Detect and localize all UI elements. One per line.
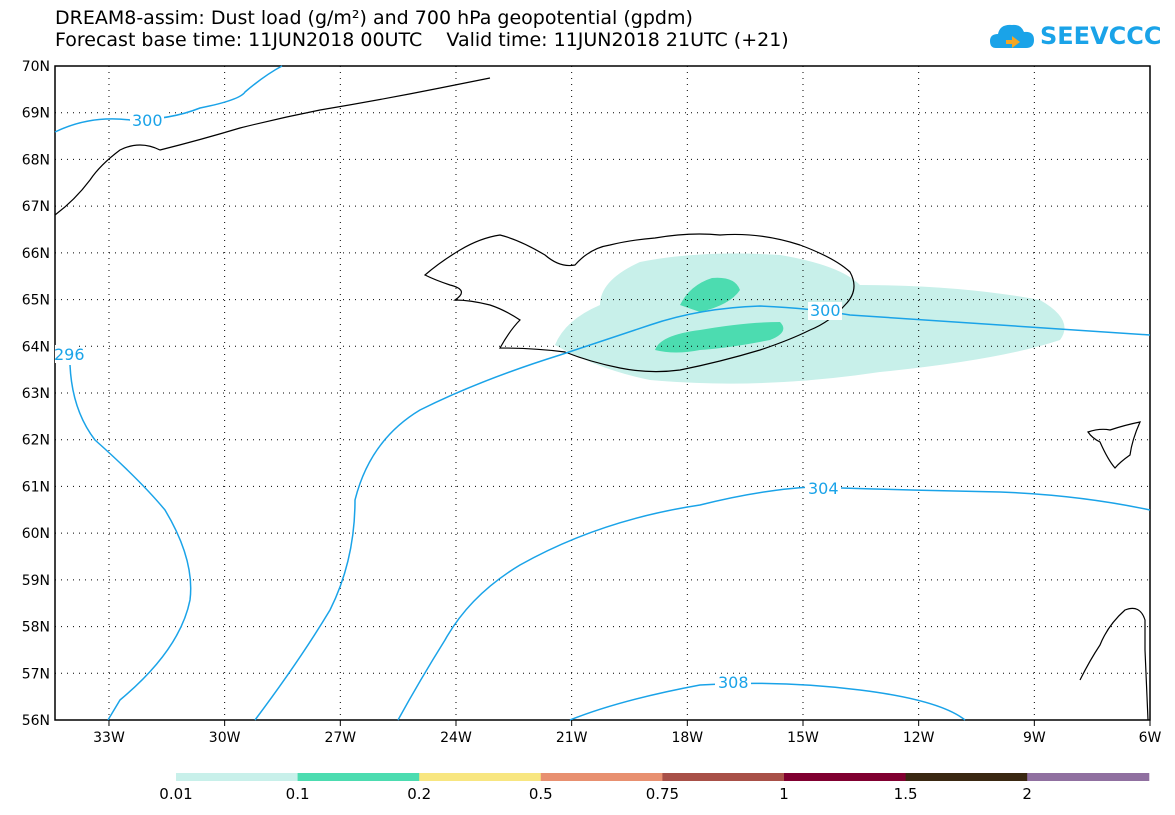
colorbar-label: 0.01 xyxy=(159,785,193,803)
latitude-label: 56N xyxy=(22,713,50,729)
longitude-label: 15W xyxy=(787,730,819,746)
colorbar-label: 1 xyxy=(779,785,789,803)
latitude-label: 70N xyxy=(22,59,50,75)
dust-area-medium-north xyxy=(680,277,740,312)
colorbar-swatch xyxy=(540,773,663,781)
colorbar-swatch xyxy=(784,773,907,781)
scotland-coast xyxy=(1079,607,1149,721)
latitude-label: 67N xyxy=(22,199,50,215)
contour-296 xyxy=(69,364,192,721)
latitude-label: 60N xyxy=(22,526,50,542)
colorbar-swatch xyxy=(905,773,1028,781)
longitude-label: 6W xyxy=(1139,730,1162,746)
latitude-label: 62N xyxy=(22,433,50,449)
latitude-label: 63N xyxy=(22,386,50,402)
colorbar-swatch xyxy=(1027,773,1150,781)
longitude-labels: 33W 30W 27W 24W 21W 18W 15W 12W 9W 6W xyxy=(93,720,1162,746)
latitude-label: 57N xyxy=(22,666,50,682)
latitude-label: 59N xyxy=(22,573,50,589)
longitude-label: 27W xyxy=(324,730,356,746)
map-title: DREAM8-assim: Dust load (g/m²) and 700 h… xyxy=(55,7,693,29)
contour-304 xyxy=(397,486,1151,721)
latitude-label: 58N xyxy=(22,620,50,636)
faroe-islands-coast xyxy=(1087,421,1142,469)
longitude-label: 33W xyxy=(93,730,125,746)
contour-300-north xyxy=(54,65,283,133)
colorbar-swatch xyxy=(419,773,542,781)
colorbar-swatch xyxy=(297,773,420,781)
contour-308 xyxy=(569,682,966,721)
contour-labels: 300 296 300 304 308 xyxy=(54,111,842,692)
colorbar-label: 0.2 xyxy=(407,785,432,803)
contour-label: 296 xyxy=(54,345,85,364)
longitude-label: 24W xyxy=(440,730,472,746)
longitude-label: 30W xyxy=(209,730,241,746)
greenland-coast xyxy=(54,77,491,216)
logo-text: SEEVCCC xyxy=(1040,22,1162,50)
latitude-label: 68N xyxy=(22,152,50,168)
contour-300 xyxy=(254,305,1151,721)
graticule xyxy=(55,66,1150,720)
colorbar-swatch xyxy=(662,773,785,781)
longitude-label: 21W xyxy=(556,730,588,746)
colorbar-label: 0.75 xyxy=(645,785,680,803)
cloud-icon xyxy=(990,24,1034,48)
contour-label: 304 xyxy=(808,479,839,498)
longitude-label: 12W xyxy=(903,730,935,746)
colorbar-swatch xyxy=(176,773,299,781)
contour-label: 308 xyxy=(718,673,749,692)
latitude-label: 66N xyxy=(22,246,50,262)
colorbar-label: 1.5 xyxy=(893,785,918,803)
latitude-labels: 70N 69N 68N 67N 66N 65N 64N 63N 62N 61N 60N 59N 58N 5… xyxy=(22,59,50,729)
geopotential-contours xyxy=(54,65,1151,721)
latitude-label: 64N xyxy=(22,339,50,355)
dust-area-medium-south xyxy=(655,322,784,353)
colorbar-label: 0.1 xyxy=(285,785,310,803)
longitude-label: 9W xyxy=(1023,730,1046,746)
latitude-label: 61N xyxy=(22,479,50,495)
colorbar-label: 0.5 xyxy=(528,785,553,803)
map-subtitle-times: Forecast base time: 11JUN2018 00UTC Vali… xyxy=(55,29,789,51)
latitude-label: 65N xyxy=(22,293,50,309)
colorbar xyxy=(176,773,1150,781)
colorbar-label: 2 xyxy=(1022,785,1032,803)
contour-label: 300 xyxy=(132,111,163,130)
contour-label: 300 xyxy=(810,301,841,320)
latitude-label: 69N xyxy=(22,106,50,122)
coastlines xyxy=(54,77,1149,721)
longitude-label: 18W xyxy=(671,730,703,746)
